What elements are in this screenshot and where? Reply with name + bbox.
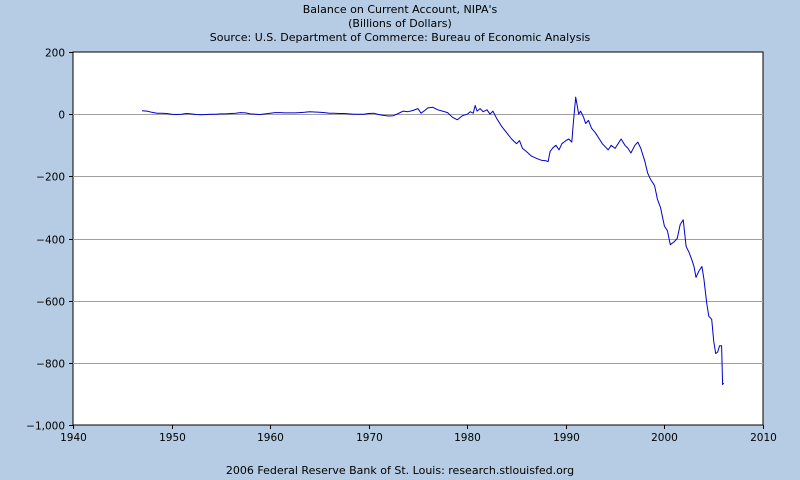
x-tick-label: 1960 (257, 432, 284, 444)
x-tick-label: 1970 (356, 432, 383, 444)
x-tick-label: 2010 (750, 432, 777, 444)
y-tick-label: −800 (36, 359, 65, 371)
x-tick-label: 1950 (159, 432, 186, 444)
chart-subtitle: (Billions of Dollars) (348, 17, 452, 30)
chart-footer: 2006 Federal Reserve Bank of St. Louis: … (225, 464, 575, 477)
y-tick-label: −600 (36, 297, 65, 309)
y-tick-label: −400 (36, 235, 65, 247)
x-tick-label: 1980 (454, 432, 481, 444)
series-line-0 (141, 96, 725, 386)
y-tick-label: −200 (36, 172, 65, 184)
chart-source: Source: U.S. Department of Commerce: Bur… (209, 31, 591, 44)
chart-title: Balance on Current Account, NIPA's (302, 3, 498, 16)
x-tick-label: 1990 (553, 432, 580, 444)
y-tick-label: 0 (58, 110, 65, 122)
plot-area (72, 51, 764, 426)
x-axis: 1940 1950 1960 1970 1980 1990 2000 2010 (60, 425, 777, 444)
y-tick-label: −1,000 (26, 421, 65, 433)
gridlines (73, 114, 763, 364)
series-layer (141, 96, 725, 386)
y-tick-label: 200 (45, 48, 65, 60)
x-tick-label: 2000 (651, 432, 678, 444)
x-tick-label: 1940 (60, 432, 87, 444)
y-axis: 200 0 −200 −400 −600 −800 −1,000 (26, 48, 73, 433)
